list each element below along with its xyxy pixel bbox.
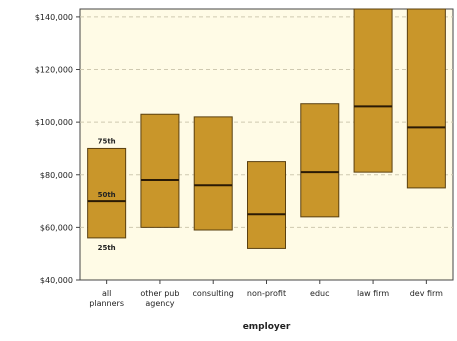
x-tick-label-line: other pub <box>140 289 179 298</box>
percentile-label-75th: 75th <box>98 137 116 145</box>
x-tick-label-line: dev firm <box>410 289 443 298</box>
y-tick-label: $80,000 <box>40 171 73 180</box>
x-tick-label: educ <box>310 289 329 298</box>
x-tick-label-line: educ <box>310 289 329 298</box>
x-tick-label: all planners <box>89 289 124 308</box>
x-axis-title: employer <box>243 322 291 332</box>
x-axis-ticks: all planners other pub agency consulting non-… <box>89 280 443 308</box>
percentile-labels: 75th 50th 25th <box>98 137 116 251</box>
y-tick-label: $120,000 <box>35 66 73 75</box>
x-tick-label: non-profit <box>247 289 286 298</box>
y-tick-label: $60,000 <box>40 223 73 232</box>
y-tick-label: $100,000 <box>35 118 73 127</box>
percentile-label-50th: 50th <box>98 191 116 199</box>
y-axis-ticks: $140,000 $120,000 $100,000 $80,000 $60,000 $4… <box>35 13 80 285</box>
boxes <box>87 8 446 249</box>
box-2 <box>140 113 180 228</box>
box-7 <box>406 8 446 189</box>
box-5 <box>300 103 340 218</box>
x-tick-label: dev firm <box>410 289 443 298</box>
x-tick-label-line: all <box>102 289 111 298</box>
x-tick-label: consulting <box>193 289 234 298</box>
y-tick-label: $140,000 <box>35 13 73 22</box>
x-tick-label-line: consulting <box>193 289 234 298</box>
x-tick-label: law firm <box>357 289 389 298</box>
x-tick-label-line: law firm <box>357 289 389 298</box>
box-3 <box>193 116 233 231</box>
box-1 <box>87 147 127 239</box>
percentile-label-25th: 25th <box>98 244 116 252</box>
box-6 <box>353 8 393 173</box>
box-4 <box>247 161 286 249</box>
x-tick-label-line: agency <box>145 299 174 308</box>
y-tick-label: $40,000 <box>40 276 73 285</box>
x-tick-label-line: planners <box>89 299 124 308</box>
x-tick-label-line: non-profit <box>247 289 286 298</box>
x-tick-label: other pub agency <box>140 289 179 308</box>
